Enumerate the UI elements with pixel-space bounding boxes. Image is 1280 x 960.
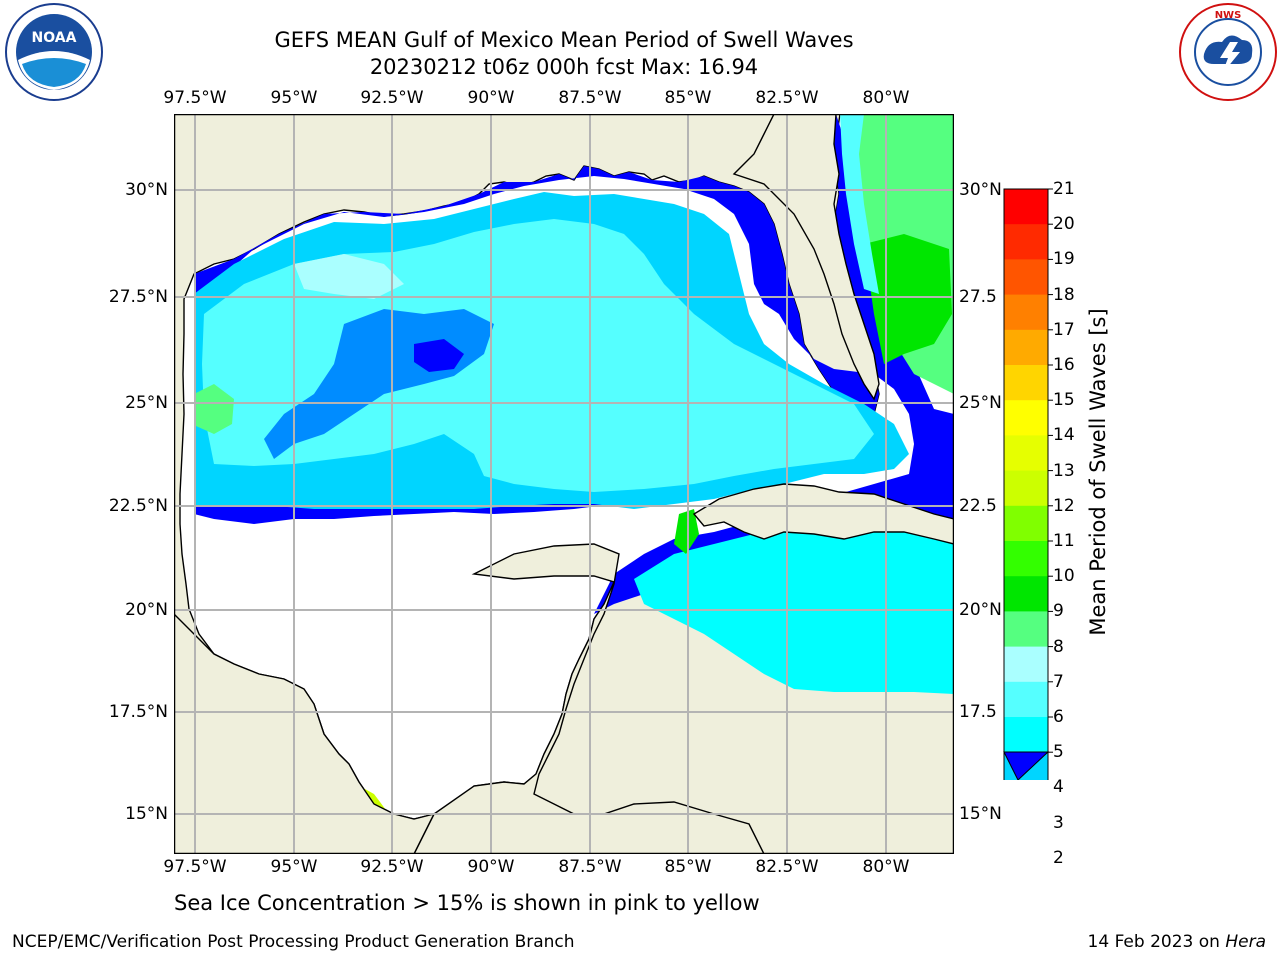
colorbar-swatch <box>1004 329 1048 366</box>
colorbar-tick-label: 10 <box>1053 566 1075 587</box>
swell-9-10s-texas <box>194 384 234 434</box>
chart-subtitle: 20230212 t06z 000h fcst Max: 16.94 <box>369 55 759 79</box>
colorbar-tick-label: 11 <box>1053 531 1075 551</box>
colorbar-tick-label: 7 <box>1053 671 1064 692</box>
footer-date: 14 Feb 2023 on Hera <box>1088 932 1266 952</box>
lat-tick-right: 15°N <box>959 804 1002 824</box>
noaa-logo: NOAA <box>5 3 103 101</box>
colorbar-tick-label: 14 <box>1053 425 1075 446</box>
lon-tick-top: 97.5°W <box>163 88 227 108</box>
lon-tick-bottom: 97.5°W <box>163 857 227 877</box>
colorbar-tick-label: 6 <box>1053 707 1064 727</box>
colorbar-swatch <box>1004 717 1048 753</box>
colorbar-tick-label: 13 <box>1053 460 1075 481</box>
colorbar-tick-label: 8 <box>1053 636 1064 657</box>
colorbar-swatch <box>1004 470 1048 507</box>
lon-tick-top: 95°W <box>270 88 318 108</box>
colorbar-swatch <box>1004 505 1048 542</box>
colorbar-tick-label: 5 <box>1053 742 1064 763</box>
colorbar-tick-label: 9 <box>1053 601 1064 622</box>
colorbar-swatch <box>1004 365 1048 401</box>
map-frame <box>174 114 954 854</box>
colorbar-swatch <box>1004 541 1048 577</box>
swell-8-9s-patch <box>294 254 404 299</box>
footer-credit: NCEP/EMC/Verification Post Processing Pr… <box>12 932 575 952</box>
lat-tick-right: 25°N <box>959 393 1002 413</box>
colorbar-frame <box>1003 188 1049 780</box>
lon-tick-bottom: 90°W <box>467 857 515 877</box>
colorbar-swatch <box>1004 400 1048 436</box>
lat-tick-right: 27.5 <box>959 287 997 307</box>
chart-title: GEFS MEAN Gulf of Mexico Mean Period of … <box>274 28 854 52</box>
colorbar-swatch <box>1004 576 1048 612</box>
colorbar-swatch <box>1004 646 1048 683</box>
lon-tick-bottom: 92.5°W <box>360 857 424 877</box>
sea-ice-caption: Sea Ice Concentration > 15% is shown in … <box>174 891 760 915</box>
lon-tick-top: 90°W <box>467 88 515 108</box>
swell-yucatan-channel <box>674 509 699 554</box>
colorbar <box>1003 188 1053 780</box>
colorbar-swatch <box>1004 611 1048 648</box>
lon-tick-top: 80°W <box>862 88 910 108</box>
lat-tick-left: 22.5°N <box>108 496 168 516</box>
lon-tick-top: 82.5°W <box>755 88 819 108</box>
lon-tick-bottom: 82.5°W <box>755 857 819 877</box>
colorbar-tick-label: 12 <box>1053 495 1075 516</box>
colorbar-swatch <box>1004 681 1048 718</box>
lon-tick-top: 87.5°W <box>558 88 622 108</box>
lat-tick-right: 20°N <box>959 600 1002 620</box>
lon-tick-bottom: 80°W <box>862 857 910 877</box>
colorbar-tick-label: 17 <box>1053 319 1075 340</box>
lon-tick-bottom: 95°W <box>270 857 318 877</box>
colorbar-tick-label: 2 <box>1053 847 1064 868</box>
colorbar-tick-label: 20 <box>1053 214 1075 235</box>
lat-tick-left: 30°N <box>125 180 168 200</box>
graticule <box>174 114 954 854</box>
colorbar-swatch <box>1004 259 1048 296</box>
colorbar-tick-label: 3 <box>1053 812 1064 833</box>
colorbar-swatch <box>1004 435 1048 472</box>
lon-tick-top: 85°W <box>664 88 712 108</box>
lon-tick-bottom: 87.5°W <box>558 857 622 877</box>
footer-date-text: 14 Feb 2023 on <box>1087 932 1226 952</box>
colorbar-tick-label: 18 <box>1053 284 1075 305</box>
colorbar-swatch <box>1004 224 1048 260</box>
lat-tick-left: 25°N <box>125 393 168 413</box>
svg-text:NWS: NWS <box>1215 10 1242 21</box>
lat-tick-left: 15°N <box>125 804 168 824</box>
map-panel <box>174 114 954 854</box>
svg-text:NOAA: NOAA <box>32 30 77 46</box>
colorbar-swatch <box>1004 294 1048 331</box>
lon-tick-top: 92.5°W <box>360 88 424 108</box>
cuba <box>692 483 954 545</box>
colorbar-swatch <box>1004 189 1048 225</box>
swell-caribbean-field <box>634 519 954 694</box>
colorbar-tick-label: 21 <box>1053 179 1075 199</box>
swell-atlantic-edge <box>840 114 879 294</box>
footer-host: Hera <box>1225 932 1266 952</box>
colorbar-tick-label: 15 <box>1053 390 1075 411</box>
colorbar-tick-label: 19 <box>1053 249 1075 270</box>
lat-tick-left: 27.5°N <box>108 287 168 307</box>
colorbar-tick-label: 4 <box>1053 777 1064 798</box>
lat-tick-right: 30°N <box>959 180 1002 200</box>
lat-tick-right: 17.5 <box>959 702 997 722</box>
lat-tick-left: 17.5°N <box>108 702 168 722</box>
lat-tick-right: 22.5 <box>959 496 997 516</box>
central-america-land <box>174 613 436 854</box>
lat-tick-left: 20°N <box>125 600 168 620</box>
colorbar-tick-label: 16 <box>1053 355 1075 375</box>
nws-logo: NWS <box>1179 3 1277 101</box>
colorbar-label: Mean Period of Swell Waves [s] <box>1086 308 1110 636</box>
colorbar-extension-arrow <box>1003 751 1050 780</box>
lon-tick-bottom: 85°W <box>664 857 712 877</box>
florida-peninsula <box>732 114 880 401</box>
swell-deep-pocket <box>414 339 464 372</box>
